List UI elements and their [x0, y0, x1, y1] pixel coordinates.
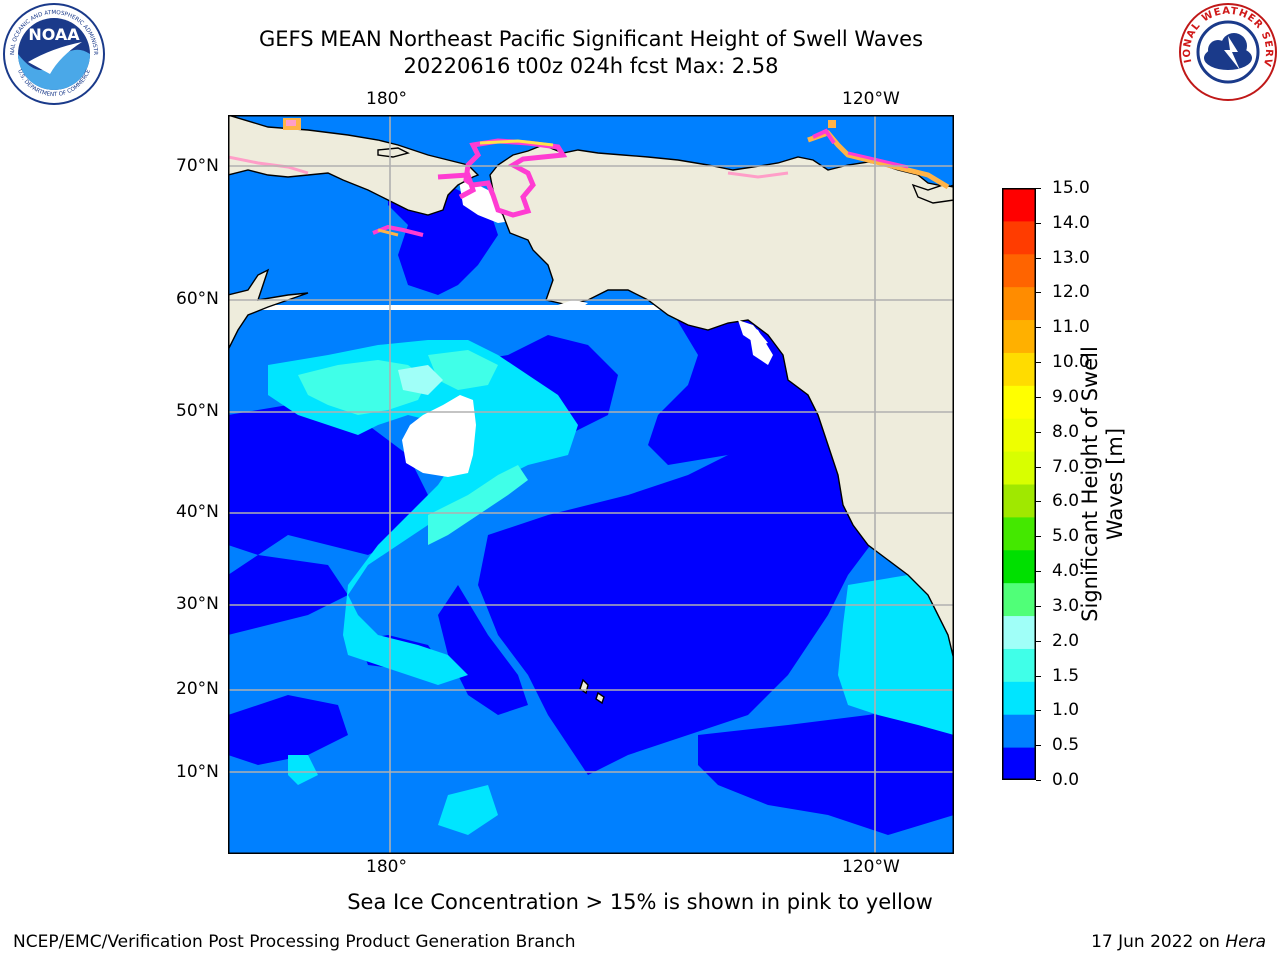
- swell-1.5-2m-regions: [298, 350, 528, 545]
- sea-ice-note: Sea Ice Concentration > 15% is shown in …: [347, 890, 933, 914]
- colorbar-segment: [1002, 549, 1036, 584]
- colorbar-segment: [1002, 451, 1036, 485]
- colorbar-segment: [1002, 714, 1036, 748]
- swell-2-3m-regions: [398, 365, 443, 395]
- colorbar-tick-mark: [1036, 431, 1041, 433]
- colorbar-tick-label: 4.0: [1052, 561, 1080, 582]
- colorbar-segment: [1002, 220, 1036, 255]
- colorbar-tick-label: 8.0: [1052, 421, 1080, 442]
- colorbar-segment: [1002, 418, 1036, 452]
- colorbar-tick-label: 11.0: [1052, 317, 1090, 338]
- colorbar-tick-label: 13.0: [1052, 247, 1090, 268]
- colorbar-tick-mark: [1036, 362, 1041, 364]
- colorbar-tick-mark: [1036, 396, 1041, 398]
- nws-logo: NATIONAL WEATHER SERVICE: [1173, 0, 1278, 102]
- colorbar-segment: [1002, 253, 1036, 288]
- lon-label-bottom-180: 180°: [366, 857, 407, 877]
- colorbar-tick-mark: [1036, 745, 1041, 747]
- map-svg: [227, 114, 955, 854]
- lat-label-40n: 40°N: [176, 502, 219, 522]
- land-areas: [227, 114, 955, 705]
- colorbar-tick-label: 7.0: [1052, 456, 1080, 477]
- colorbar-tick-label: 6.0: [1052, 491, 1080, 512]
- sea-ice-overlay: [227, 118, 950, 237]
- colorbar-tick-mark: [1036, 466, 1041, 468]
- colorbar-tick-mark: [1036, 640, 1041, 642]
- colorbar-segment: [1002, 747, 1036, 781]
- title-line-2: 20220616 t00z 024h fcst Max: 2.58: [403, 54, 779, 78]
- lat-label-60n: 60°N: [176, 289, 219, 309]
- title-line-1: GEFS MEAN Northeast Pacific Significant …: [258, 27, 924, 51]
- colorbar-tick-mark: [1036, 571, 1041, 573]
- lat-label-20n: 20°N: [176, 679, 219, 699]
- colorbar-tick-mark: [1036, 257, 1041, 259]
- colorbar-segment: [1002, 286, 1036, 321]
- colorbar-tick-mark: [1036, 780, 1041, 781]
- colorbar-tick-mark: [1036, 292, 1041, 294]
- colorbar-tick-label: 12.0: [1052, 282, 1090, 303]
- colorbar-tick-mark: [1036, 605, 1041, 607]
- graticule: [228, 115, 954, 854]
- lat-label-50n: 50°N: [176, 401, 219, 421]
- colorbar-segment: [1002, 385, 1036, 419]
- colorbar-tick-label: 1.0: [1052, 700, 1080, 721]
- map-panel: [227, 114, 955, 854]
- footer-left: NCEP/EMC/Verification Post Processing Pr…: [13, 932, 576, 952]
- coast-mask: [558, 300, 768, 345]
- footer-right: 17 Jun 2022 on Hera: [1091, 932, 1266, 952]
- colorbar-tick-label: 5.0: [1052, 526, 1080, 547]
- colorbar-tick-label: 1.5: [1052, 665, 1080, 686]
- colorbar-tick-label: 3.0: [1052, 595, 1080, 616]
- colorbar-segment: [1002, 484, 1036, 518]
- colorbar-segment: [1002, 615, 1036, 649]
- lat-label-30n: 30°N: [176, 594, 219, 614]
- lat-label-10n: 10°N: [176, 762, 219, 782]
- colorbar-svg: [1002, 188, 1036, 781]
- colorbar-tick-label: 14.0: [1052, 212, 1090, 233]
- lon-label-bottom-120w: 120°W: [842, 857, 900, 877]
- noaa-logo: NOAA NATIONAL OCEANIC AND ATMOSPHERIC AD…: [0, 0, 106, 106]
- colorbar-segment: [1002, 681, 1036, 715]
- lat-label-70n: 70°N: [176, 156, 219, 176]
- colorbar-ticks: 15.0 14.0 13.0 12.0 11.0 10.0 9.0 8.0 7.0 6.0 5.0 4…: [1036, 178, 1096, 790]
- noaa-logo-text: NOAA: [28, 25, 80, 44]
- colorbar-tick-mark: [1036, 675, 1041, 677]
- colorbar-tick-mark: [1036, 327, 1041, 329]
- colorbar-tick-mark: [1036, 710, 1041, 712]
- lon-label-top-180: 180°: [366, 89, 407, 109]
- colorbar-segment: [1002, 516, 1036, 551]
- colorbar-tick-label: 0.5: [1052, 735, 1080, 756]
- colorbar-segment: [1002, 352, 1036, 386]
- colorbar-segment: [1002, 582, 1036, 617]
- colorbar-tick-label: 15.0: [1052, 178, 1090, 198]
- footer-date: 17 Jun 2022 on: [1091, 932, 1226, 952]
- colorbar-tick-label: 2.0: [1052, 630, 1080, 651]
- colorbar-segment: [1002, 188, 1036, 222]
- colorbar-segment: [1002, 319, 1036, 353]
- colorbar-tick-mark: [1036, 536, 1041, 538]
- colorbar-tick-mark: [1036, 222, 1041, 224]
- colorbar-tick-mark: [1036, 188, 1041, 189]
- colorbar-segment: [1002, 648, 1036, 682]
- colorbar-tick-mark: [1036, 501, 1041, 503]
- colorbar-tick-label: 10.0: [1052, 352, 1090, 373]
- map-frame: [228, 115, 954, 854]
- colorbar: [1002, 188, 1036, 781]
- lon-label-top-120w: 120°W: [842, 89, 900, 109]
- colorbar-frame: [1002, 188, 1036, 780]
- colorbar-tick-label: 0.0: [1052, 770, 1080, 790]
- colorbar-tick-label: 9.0: [1052, 386, 1080, 407]
- footer-host: Hera: [1225, 932, 1266, 952]
